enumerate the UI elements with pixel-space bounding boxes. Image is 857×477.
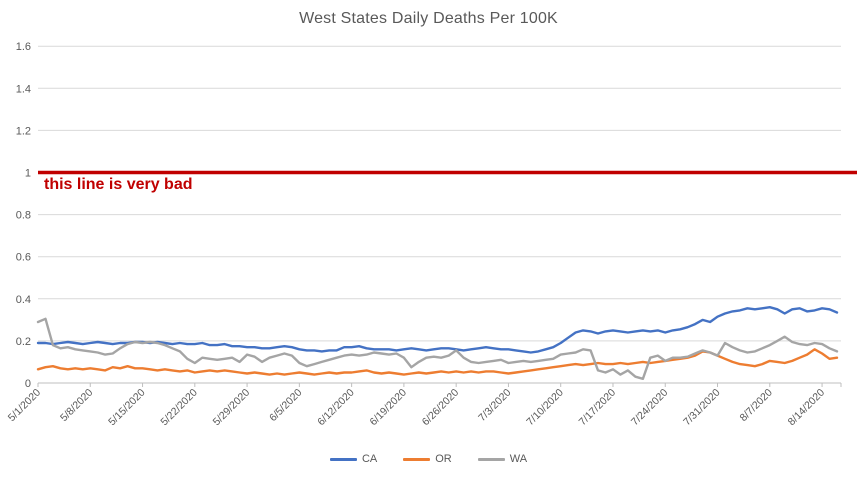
x-tick-label: 6/26/2020 <box>420 387 462 429</box>
legend-item-or[interactable]: OR <box>403 453 452 465</box>
legend-swatch-wa <box>477 457 505 461</box>
legend-swatch-ca <box>329 457 357 461</box>
x-tick-label: 7/10/2020 <box>524 387 566 429</box>
series-line-or[interactable] <box>36 348 839 376</box>
x-tick-label: 7/3/2020 <box>476 387 513 424</box>
legend-label: CA <box>361 453 378 465</box>
y-tick-label: 0.6 <box>16 252 31 264</box>
series-line-ca[interactable] <box>36 306 839 354</box>
x-tick-label: 5/22/2020 <box>158 387 200 429</box>
y-tick-label: 1.2 <box>16 125 31 137</box>
y-tick-label: 1.6 <box>16 41 31 53</box>
y-tick-label: 0.4 <box>16 294 31 306</box>
x-tick-label: 8/7/2020 <box>738 387 775 424</box>
x-tick-label: 6/5/2020 <box>267 387 304 424</box>
chart-title: West States Daily Deaths Per 100K <box>299 10 558 27</box>
y-tick-label: 0.2 <box>16 336 31 348</box>
y-tick-label: 0 <box>25 378 31 390</box>
legend-label: OR <box>435 453 452 465</box>
x-tick-label: 5/15/2020 <box>106 387 148 429</box>
reference-line-label[interactable]: this line is very bad <box>44 176 193 193</box>
legend-item-ca[interactable]: CA <box>329 453 378 465</box>
x-tick-label: 6/19/2020 <box>367 387 409 429</box>
x-tick-label: 6/12/2020 <box>315 387 357 429</box>
x-tick-label: 5/8/2020 <box>58 387 95 424</box>
x-tick-label: 5/1/2020 <box>6 387 43 424</box>
legend-item-wa[interactable]: WA <box>477 453 528 465</box>
y-tick-label: 1 <box>25 168 31 180</box>
x-tick-label: 7/24/2020 <box>629 387 671 429</box>
chart-legend: CA OR WA <box>0 453 857 465</box>
legend-swatch-or <box>403 457 431 461</box>
y-tick-label: 1.4 <box>16 83 31 95</box>
legend-label: WA <box>509 453 528 465</box>
x-tick-label: 7/17/2020 <box>577 387 619 429</box>
y-tick-label: 0.8 <box>16 210 31 222</box>
x-tick-label: 8/14/2020 <box>786 387 828 429</box>
x-tick-label: 5/29/2020 <box>211 387 253 429</box>
x-tick-label: 7/31/2020 <box>681 387 723 429</box>
series-line-wa[interactable] <box>36 317 839 380</box>
